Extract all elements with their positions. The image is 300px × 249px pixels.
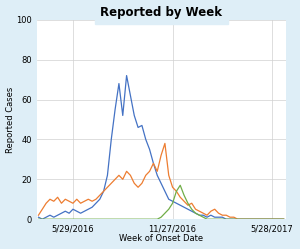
X-axis label: Week of Onset Date: Week of Onset Date xyxy=(119,235,203,244)
Y-axis label: Reported Cases: Reported Cases xyxy=(6,86,15,153)
Title: Reported by Week: Reported by Week xyxy=(100,5,222,19)
